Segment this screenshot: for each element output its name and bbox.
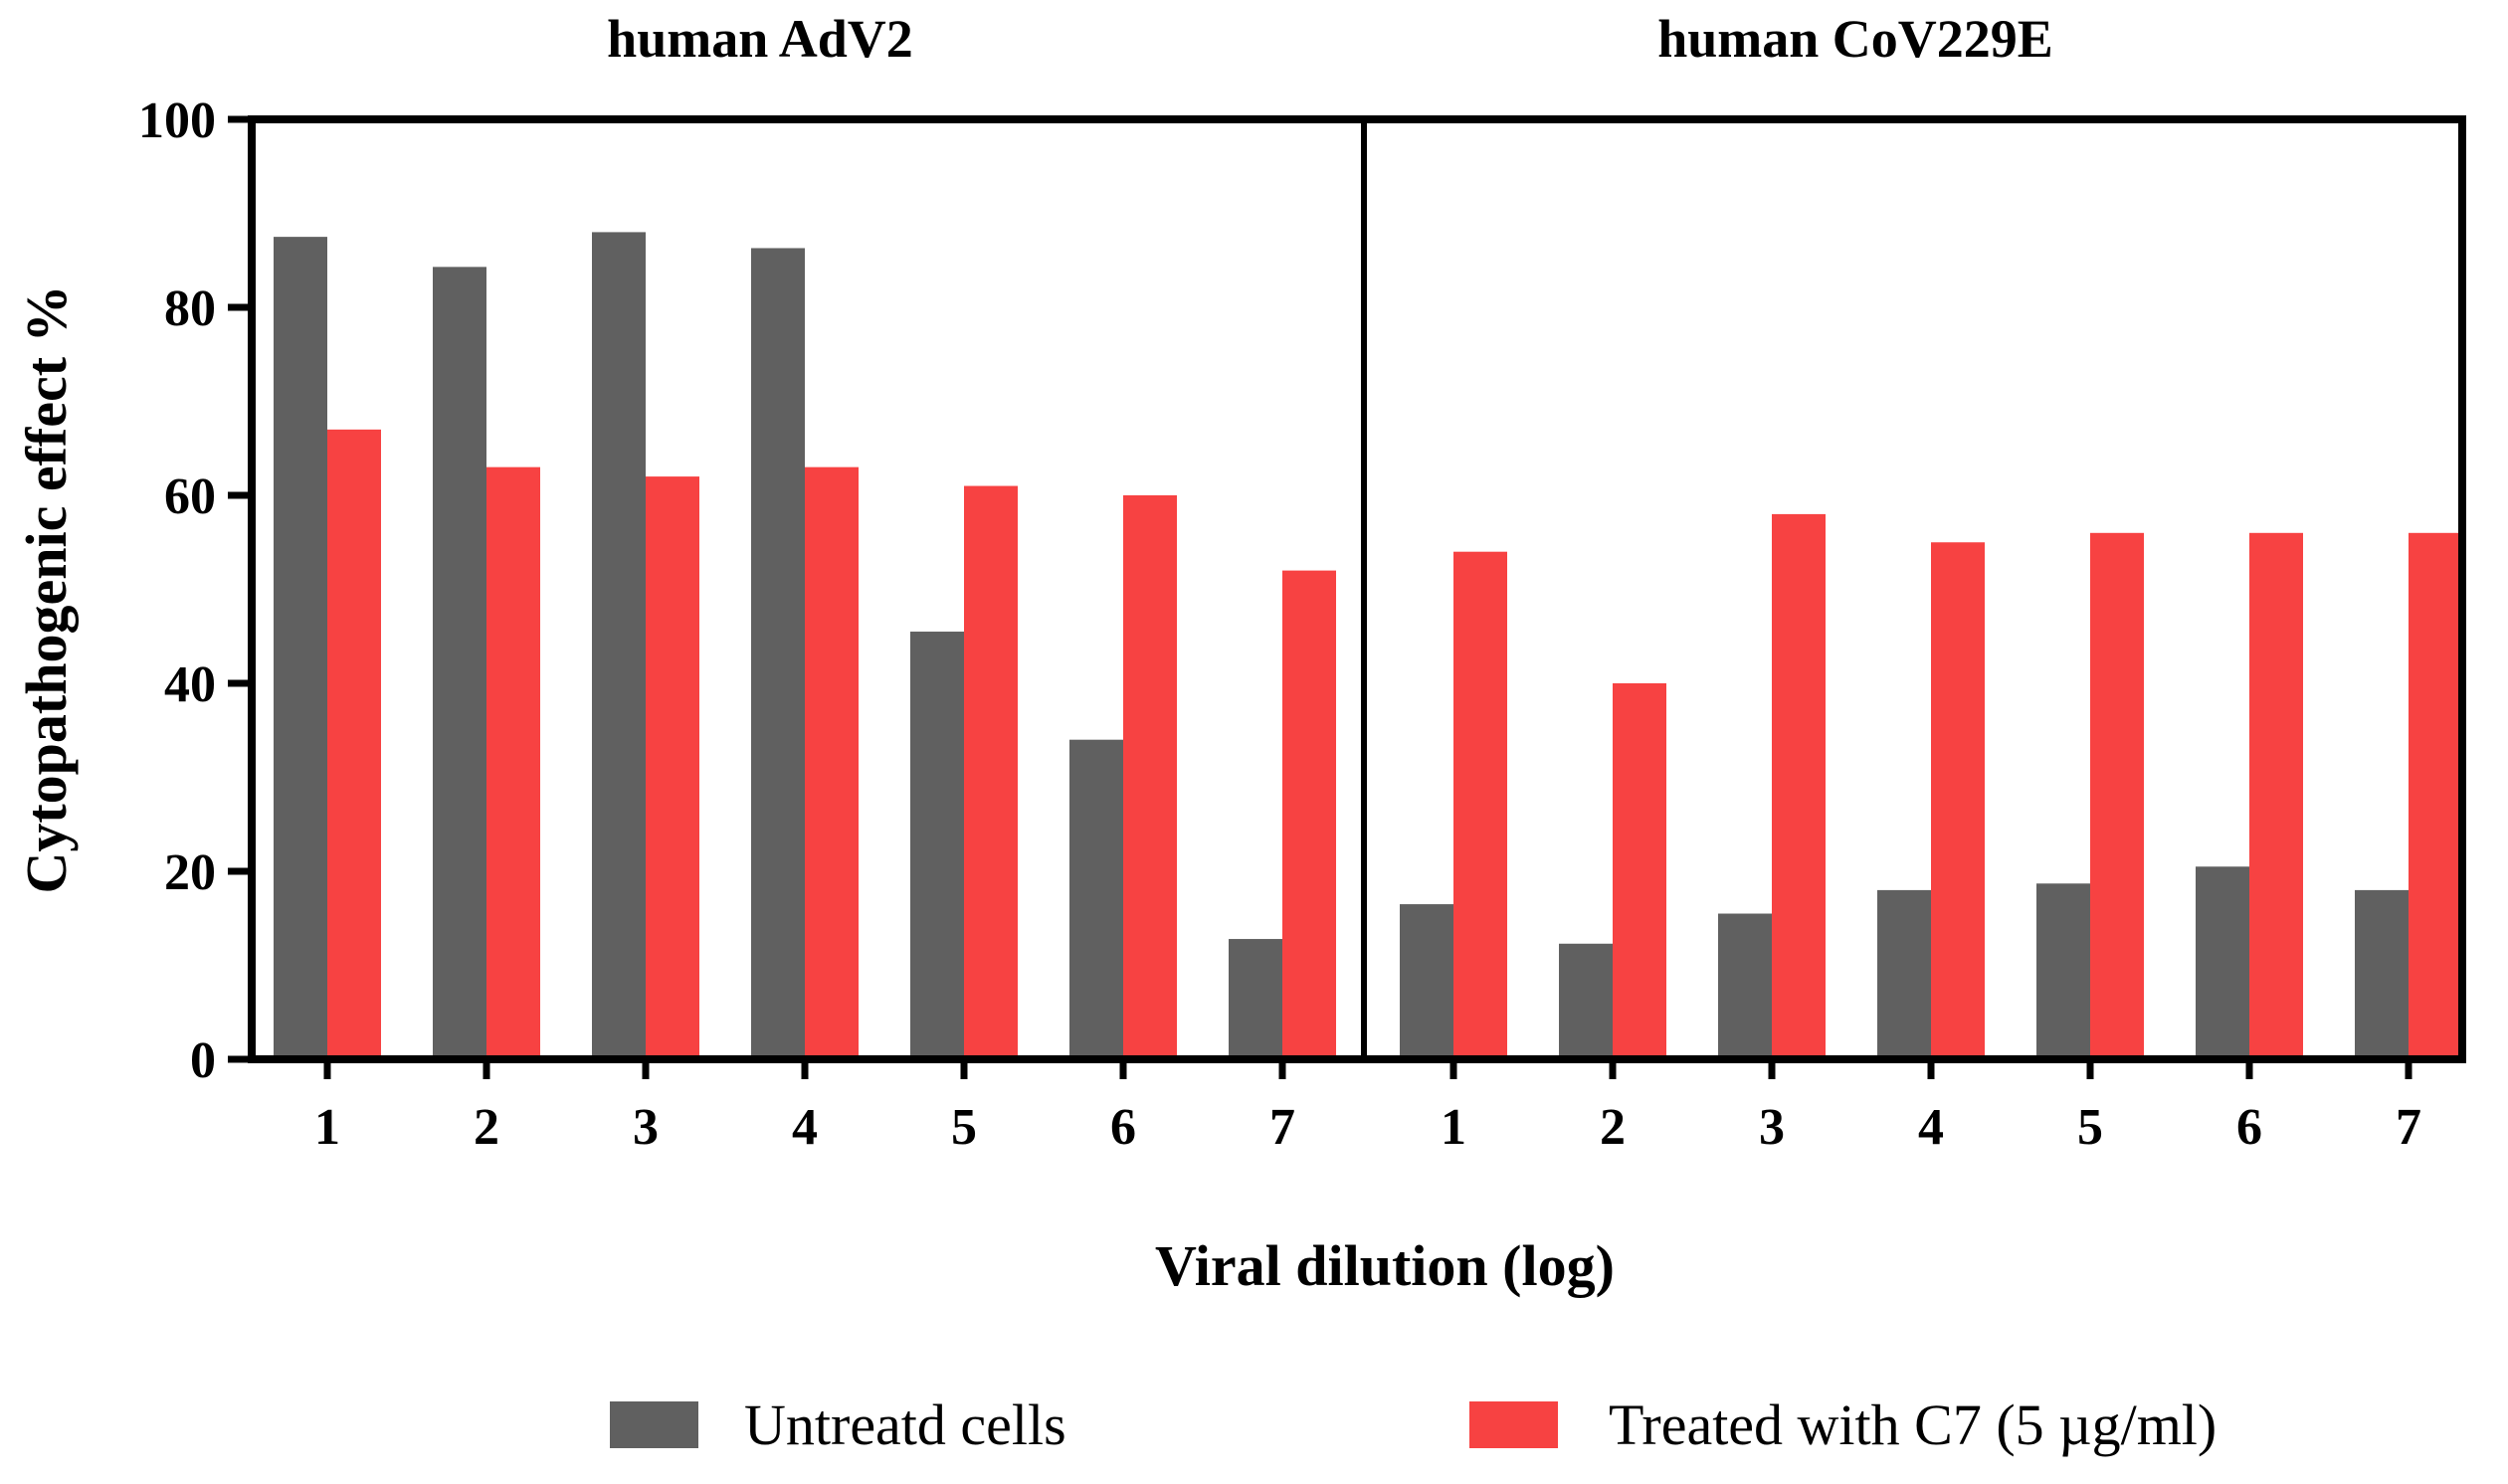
legend-swatch-untreated — [610, 1401, 698, 1448]
y-tick-label: 0 — [190, 1032, 216, 1089]
bar-untreated-p2-c4 — [1877, 889, 1931, 1059]
bar-treated-p1-c2 — [486, 466, 540, 1059]
legend-item-treated: Treated with C7 (5 µg/ml) — [1469, 1392, 2217, 1457]
panel-title-1: human AdV2 — [607, 9, 913, 69]
x-tick-label: 4 — [1918, 1099, 1944, 1156]
y-tick-label: 80 — [164, 280, 216, 337]
bar-untreated-p1-c7 — [1229, 939, 1282, 1059]
y-axis-title: Cytopathogenic effect % — [14, 284, 79, 893]
bar-treated-p2-c2 — [1613, 683, 1666, 1059]
bar-treated-p1-c1 — [327, 429, 381, 1060]
bar-untreated-p2-c5 — [2036, 883, 2090, 1059]
x-tick-label: 1 — [314, 1099, 340, 1156]
x-tick-label: 7 — [1269, 1099, 1295, 1156]
x-tick-label: 2 — [474, 1099, 499, 1156]
bar-treated-p1-c3 — [646, 476, 699, 1060]
x-axis-title: Viral dilution (log) — [1155, 1233, 1615, 1298]
x-tick-label: 5 — [951, 1099, 977, 1156]
x-tick-label: 4 — [792, 1099, 818, 1156]
bar-untreated-p1-c3 — [592, 232, 646, 1059]
bar-treated-p2-c4 — [1931, 542, 1985, 1059]
x-tick-label: 6 — [1110, 1099, 1136, 1156]
y-tick-label: 40 — [164, 656, 216, 713]
bar-untreated-p1-c1 — [274, 237, 327, 1059]
bar-treated-p2-c6 — [2249, 532, 2303, 1059]
bars-layer — [274, 232, 2462, 1060]
legend-label: Treated with C7 (5 µg/ml) — [1609, 1392, 2217, 1457]
bar-untreated-p1-c5 — [910, 632, 964, 1059]
bar-treated-p2-c3 — [1772, 513, 1826, 1059]
bar-untreated-p2-c7 — [2355, 889, 2409, 1059]
bar-treated-p1-c6 — [1123, 495, 1177, 1059]
legend-swatch-treated — [1469, 1401, 1558, 1448]
bar-treated-p1-c7 — [1282, 570, 1336, 1059]
bar-treated-p2-c1 — [1453, 551, 1507, 1059]
panel-title-2: human CoV229E — [1657, 9, 2053, 69]
plot-frame — [248, 115, 2466, 1063]
y-tick-label: 60 — [164, 468, 216, 525]
x-tick-label: 1 — [1441, 1099, 1466, 1156]
legend-label: Untreatd cells — [744, 1392, 1066, 1457]
bar-untreated-p2-c6 — [2196, 866, 2249, 1059]
x-tick-label: 3 — [633, 1099, 659, 1156]
y-tick-label: 100 — [138, 93, 216, 149]
axes-layer — [228, 115, 2466, 1079]
x-tick-label: 7 — [2396, 1099, 2421, 1156]
bar-treated-p2-c5 — [2090, 532, 2144, 1059]
legend: Untreatd cells Treated with C7 (5 µg/ml) — [610, 1392, 2217, 1457]
x-tick-label: 5 — [2077, 1099, 2103, 1156]
bar-untreated-p1-c4 — [751, 248, 805, 1060]
legend-item-untreated: Untreatd cells — [610, 1392, 1066, 1457]
y-tick-label: 20 — [164, 844, 216, 901]
x-tick-label: 2 — [1600, 1099, 1626, 1156]
bar-untreated-p1-c6 — [1069, 739, 1123, 1059]
bar-untreated-p1-c2 — [433, 267, 486, 1059]
bar-untreated-p2-c2 — [1559, 943, 1613, 1059]
bar-untreated-p2-c1 — [1400, 904, 1453, 1059]
bar-treated-p1-c4 — [805, 466, 859, 1059]
bar-untreated-p2-c3 — [1718, 913, 1772, 1059]
x-tick-label: 6 — [2236, 1099, 2262, 1156]
labels-layer: 1 2 3 4 5 6 7 human AdV2 1 2 3 4 5 6 7 human CoV229E 0 20… — [14, 9, 2421, 1298]
x-tick-label: 3 — [1759, 1099, 1785, 1156]
bar-treated-p1-c5 — [964, 485, 1018, 1059]
bar-treated-p2-c7 — [2409, 532, 2462, 1059]
